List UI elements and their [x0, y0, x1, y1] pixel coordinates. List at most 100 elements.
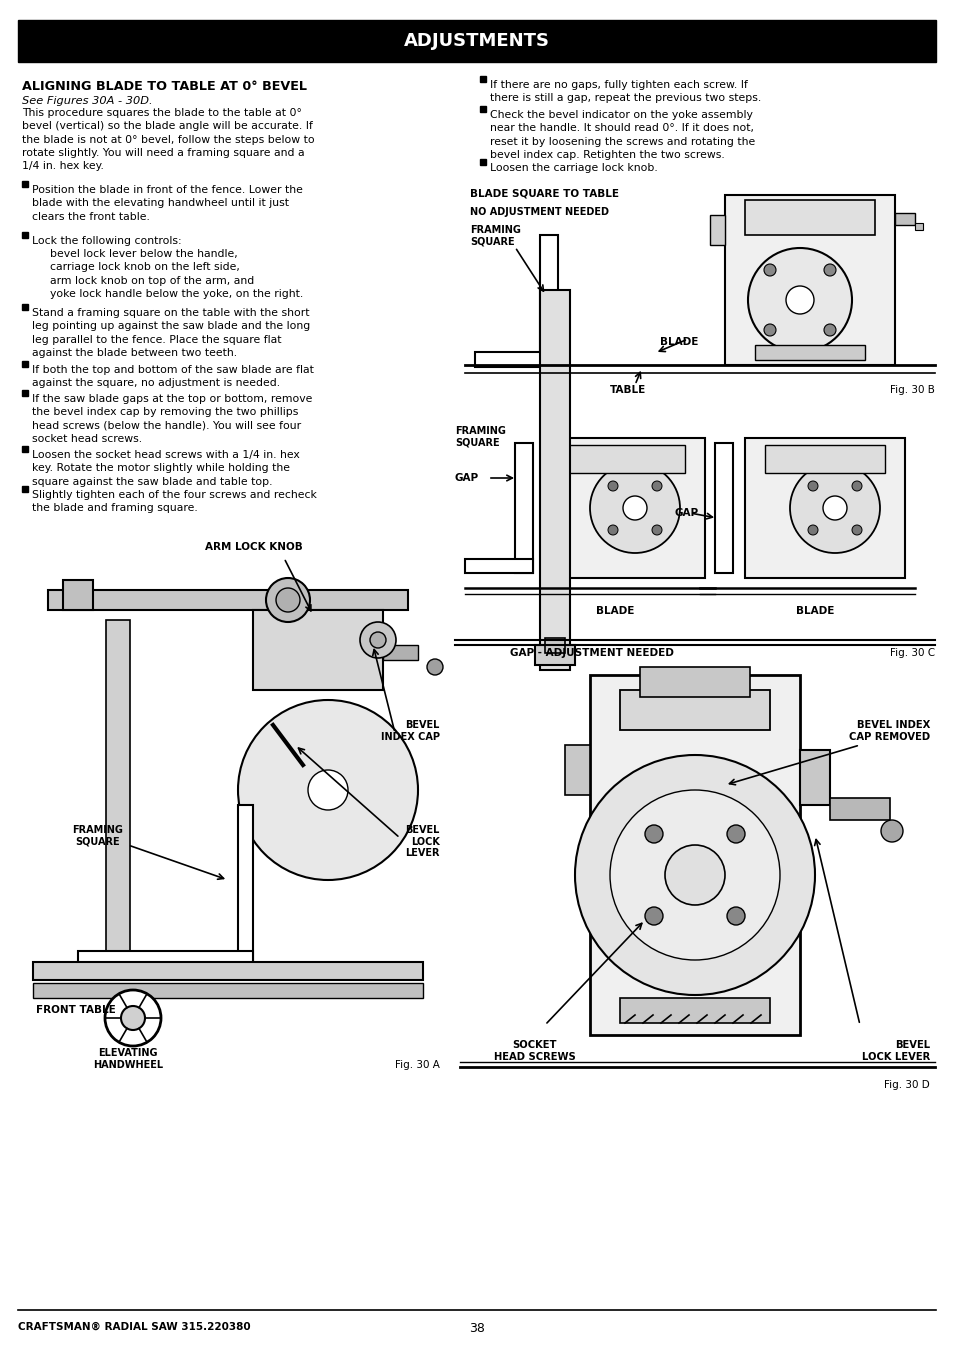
Circle shape [763, 264, 775, 276]
Text: ADJUSTMENTS: ADJUSTMENTS [403, 32, 550, 50]
Bar [475, 352, 558, 367]
Circle shape [607, 482, 618, 491]
Text: BEVEL
INDEX CAP: BEVEL INDEX CAP [380, 720, 439, 741]
Bar [22, 181, 28, 187]
Text: FRAMING
SQUARE: FRAMING SQUARE [72, 825, 123, 847]
Text: GAP: GAP [675, 507, 699, 518]
Bar [78, 951, 253, 965]
Bar [589, 675, 800, 1035]
Bar [63, 580, 92, 610]
Text: BLADE: BLADE [659, 337, 698, 346]
Bar [744, 200, 874, 235]
Circle shape [275, 589, 299, 612]
Text: ELEVATING
HANDWHEEL: ELEVATING HANDWHEEL [92, 1049, 163, 1070]
Bar [237, 805, 253, 965]
Text: Position the blade in front of the fence. Lower the
blade with the elevating han: Position the blade in front of the fence… [32, 185, 302, 222]
Text: BEVEL
LOCK LEVER: BEVEL LOCK LEVER [861, 1040, 929, 1062]
Bar [253, 610, 382, 690]
Text: BLADE SQUARE TO TABLE: BLADE SQUARE TO TABLE [470, 189, 618, 199]
Text: BLADE: BLADE [596, 606, 634, 616]
Bar [479, 106, 485, 112]
Bar [894, 212, 914, 225]
Circle shape [105, 990, 161, 1046]
Text: If both the top and bottom of the saw blade are flat
against the square, no adju: If both the top and bottom of the saw bl… [32, 365, 314, 388]
Circle shape [359, 622, 395, 658]
Circle shape [575, 755, 814, 994]
Circle shape [308, 770, 348, 810]
Text: FRONT TABLE: FRONT TABLE [36, 1005, 115, 1015]
Circle shape [664, 846, 724, 905]
Circle shape [726, 825, 744, 843]
Bar [18, 20, 935, 62]
Bar [754, 345, 864, 360]
Text: Check the bevel indicator on the yoke assembly
near the handle. It should read 0: Check the bevel indicator on the yoke as… [490, 110, 755, 160]
Circle shape [427, 659, 442, 675]
Text: Fig. 30 C: Fig. 30 C [889, 648, 934, 658]
Circle shape [651, 525, 661, 534]
Text: FRAMING
SQUARE: FRAMING SQUARE [470, 225, 520, 246]
Text: GAP: GAP [455, 474, 478, 483]
Circle shape [880, 820, 902, 842]
Bar [464, 559, 533, 574]
Bar [564, 746, 589, 796]
Bar [544, 438, 704, 578]
Circle shape [822, 497, 846, 520]
Bar [48, 590, 408, 610]
Bar [33, 984, 422, 999]
Bar [619, 690, 769, 731]
Bar [564, 445, 684, 474]
Text: Fig. 30 A: Fig. 30 A [395, 1059, 439, 1070]
Circle shape [622, 497, 646, 520]
Bar [639, 667, 749, 697]
Text: TABLE: TABLE [609, 386, 645, 395]
Text: Stand a framing square on the table with the short
leg pointing up against the s: Stand a framing square on the table with… [32, 308, 310, 359]
Text: This procedure squares the blade to the table at 0°
bevel (vertical) so the blad: This procedure squares the blade to the … [22, 108, 314, 172]
Bar [539, 235, 558, 365]
Circle shape [726, 907, 744, 925]
Text: 38: 38 [469, 1322, 484, 1335]
Text: If the saw blade gaps at the top or bottom, remove
the bevel index cap by removi: If the saw blade gaps at the top or bott… [32, 394, 312, 444]
Bar [22, 231, 28, 238]
Bar [914, 223, 923, 230]
Text: Loosen the socket head screws with a 1/4 in. hex
key. Rotate the motor slightly : Loosen the socket head screws with a 1/4… [32, 451, 299, 487]
Bar [515, 442, 533, 574]
Circle shape [370, 632, 386, 648]
Text: Slightly tighten each of the four screws and recheck
the blade and framing squar: Slightly tighten each of the four screws… [32, 490, 316, 513]
Circle shape [607, 525, 618, 534]
Circle shape [789, 463, 879, 553]
Text: Lock the following controls:: Lock the following controls: [32, 235, 181, 246]
Text: Loosen the carriage lock knob.: Loosen the carriage lock knob. [490, 162, 657, 173]
Bar [744, 438, 904, 578]
Circle shape [823, 323, 835, 336]
Circle shape [807, 482, 817, 491]
Text: Fig. 30 D: Fig. 30 D [883, 1080, 929, 1091]
Circle shape [851, 482, 862, 491]
Bar [33, 962, 422, 980]
Bar [724, 195, 894, 365]
Circle shape [747, 248, 851, 352]
Circle shape [763, 323, 775, 336]
Circle shape [121, 1007, 145, 1030]
Bar [764, 445, 884, 474]
Circle shape [807, 525, 817, 534]
Bar [479, 160, 485, 165]
Text: NO ADJUSTMENT NEEDED: NO ADJUSTMENT NEEDED [470, 207, 608, 216]
Text: BEVEL
LOCK
LEVER: BEVEL LOCK LEVER [405, 825, 439, 858]
Circle shape [644, 907, 662, 925]
Text: SOCKET
HEAD SCREWS: SOCKET HEAD SCREWS [494, 1040, 576, 1062]
Bar [382, 645, 417, 660]
Bar [106, 620, 130, 965]
Bar [479, 76, 485, 83]
Bar [22, 361, 28, 367]
Circle shape [851, 525, 862, 534]
Bar [22, 304, 28, 310]
Circle shape [644, 825, 662, 843]
Text: CRAFTSMAN® RADIAL SAW 315.220380: CRAFTSMAN® RADIAL SAW 315.220380 [18, 1322, 251, 1331]
Text: ALIGNING BLADE TO TABLE AT 0° BEVEL: ALIGNING BLADE TO TABLE AT 0° BEVEL [22, 80, 307, 93]
Bar [535, 645, 575, 666]
Text: Fig. 30 B: Fig. 30 B [889, 386, 934, 395]
Text: GAP - ADJUSTMENT NEEDED: GAP - ADJUSTMENT NEEDED [510, 648, 673, 658]
Circle shape [589, 463, 679, 553]
Circle shape [823, 264, 835, 276]
Bar [22, 390, 28, 396]
